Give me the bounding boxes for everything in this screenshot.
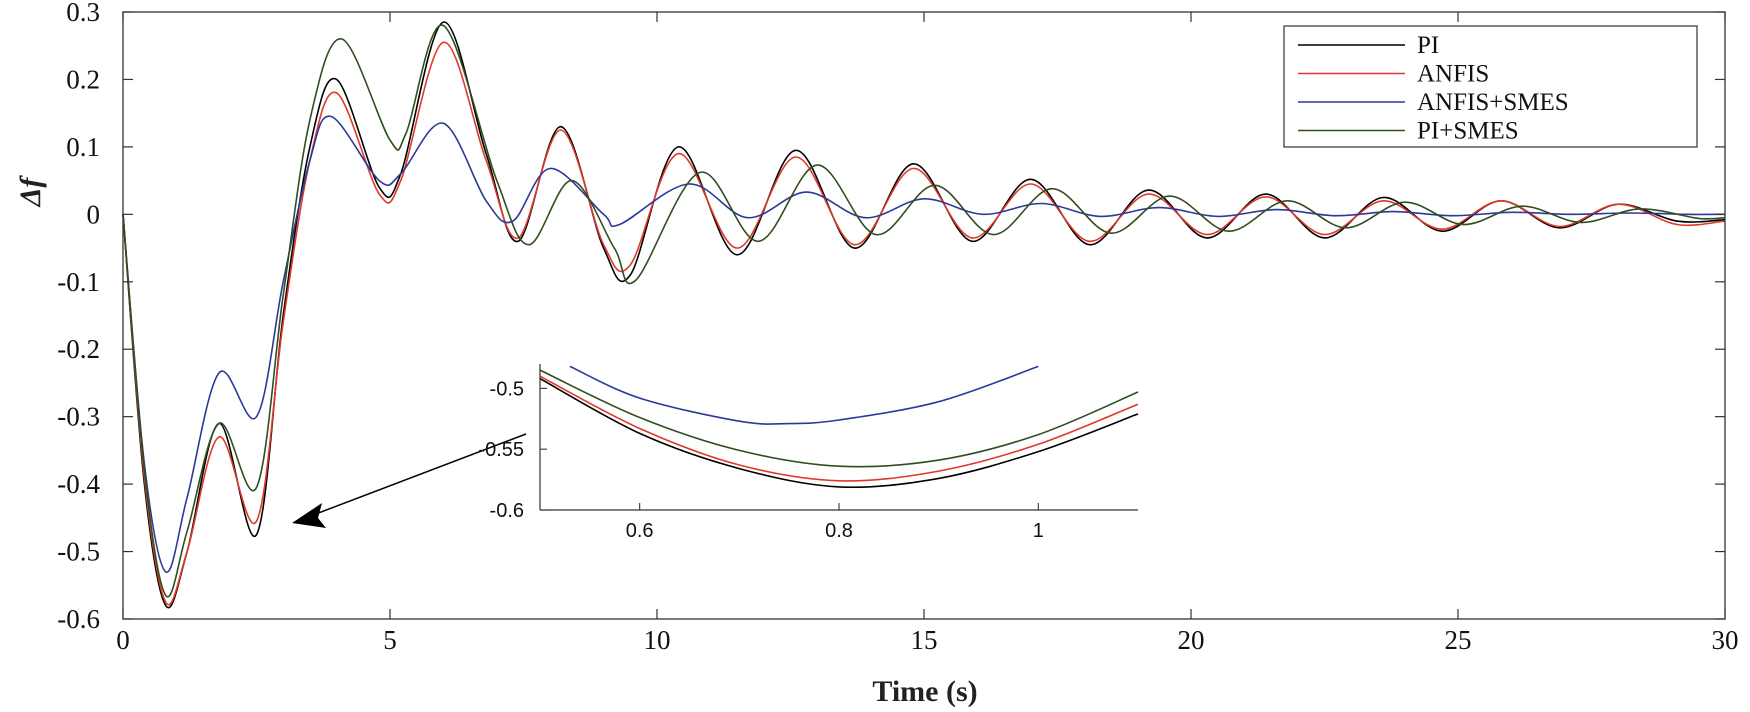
y-tick-label: -0.6 bbox=[57, 604, 100, 634]
legend-label-pi: PI bbox=[1417, 32, 1439, 59]
y-tick-label: -0.4 bbox=[57, 469, 100, 499]
series-line-anfis-smes bbox=[122, 115, 1726, 573]
series-line-anfis bbox=[122, 41, 1726, 606]
legend-box bbox=[1283, 25, 1698, 148]
inset-background bbox=[540, 364, 1138, 510]
inset-x-tick-label: 1 bbox=[1033, 520, 1044, 542]
inset-series-line-2 bbox=[539, 375, 1139, 482]
x-axis-title: Time (s) bbox=[872, 675, 977, 707]
series-line-pi-smes bbox=[122, 24, 1726, 598]
x-tick-label: 20 bbox=[1178, 625, 1205, 655]
zoom-arrow-head bbox=[292, 503, 326, 528]
inset-series-line-3 bbox=[569, 365, 1039, 425]
x-tick-label: 10 bbox=[644, 625, 671, 655]
y-axis-title: Δf bbox=[14, 175, 47, 208]
y-tick-label: -0.5 bbox=[57, 537, 100, 567]
x-tick-label: 5 bbox=[383, 625, 397, 655]
y-tick-label: -0.1 bbox=[57, 267, 100, 297]
inset-series-line-4 bbox=[539, 369, 1139, 468]
y-tick-label: 0.2 bbox=[66, 64, 100, 94]
inset-y-tick-label: -0.5 bbox=[490, 378, 524, 400]
inset-x-tick-label: 0.8 bbox=[825, 520, 853, 542]
y-tick-label: -0.2 bbox=[57, 334, 100, 364]
inset-series-lines bbox=[539, 365, 1139, 489]
inset-x-tick-label: 0.6 bbox=[626, 520, 654, 542]
legend-label-anfis-smes: ANFIS+SMES bbox=[1417, 89, 1569, 116]
y-tick-label: 0.3 bbox=[66, 0, 100, 27]
inset-ticks: 0.6 0.8 1 -0.5 -0.55 -0.6 bbox=[478, 364, 1138, 542]
y-tick-label: 0 bbox=[87, 199, 101, 229]
x-tick-label: 30 bbox=[1712, 625, 1739, 655]
x-tick-label: 25 bbox=[1445, 625, 1472, 655]
inset-series-line-1 bbox=[539, 377, 1139, 489]
x-tick-label: 15 bbox=[911, 625, 938, 655]
main-series-lines bbox=[122, 21, 1726, 609]
inset-y-tick-label: -0.6 bbox=[490, 500, 524, 522]
legend-label-pi-smes: PI+SMES bbox=[1417, 118, 1519, 145]
main-plot: 0 5 10 15 20 25 30 0.3 0.2 0.1 0 -0.1 -0.2 -0.3 -0.4 -0… bbox=[57, 0, 1738, 655]
y-tick-label: 0.1 bbox=[66, 132, 100, 162]
x-tick-label: 0 bbox=[116, 625, 130, 655]
inset-plot: 0.6 0.8 1 -0.5 -0.55 -0.6 bbox=[478, 364, 1139, 542]
legend-label-anfis: ANFIS bbox=[1417, 61, 1489, 88]
zoom-arrow-shaft bbox=[299, 433, 527, 521]
y-tick-label: -0.3 bbox=[57, 402, 100, 432]
inset-y-tick-label: -0.55 bbox=[478, 439, 524, 461]
main-ticks: 0 5 10 15 20 25 30 0.3 0.2 0.1 0 -0.1 -0.2 -0.3 -0.4 -0… bbox=[57, 0, 1738, 655]
series-line-pi bbox=[122, 21, 1726, 609]
zoom-arrow bbox=[292, 433, 527, 528]
